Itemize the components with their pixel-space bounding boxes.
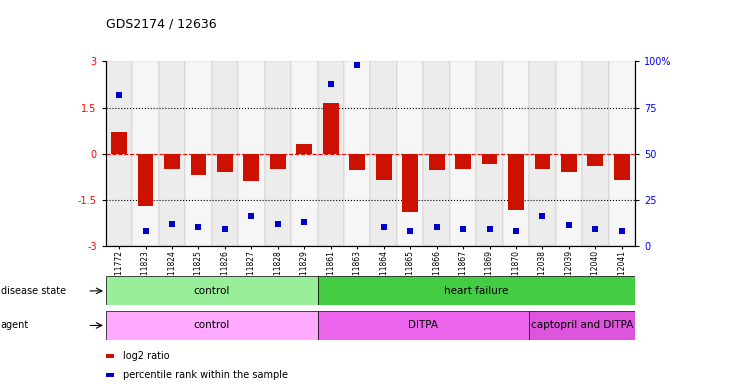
Point [193,224,204,230]
Point [113,91,125,98]
Bar [323,103,339,154]
Bar [534,154,550,169]
Bar [217,154,233,172]
Bar [614,154,630,180]
Bar [318,61,344,246]
Point [431,224,442,230]
Bar [609,61,635,246]
Bar [132,61,159,246]
Bar [371,61,397,246]
Text: heart failure: heart failure [444,286,509,296]
Point [351,62,363,68]
Text: control: control [193,286,230,296]
Point [404,228,416,234]
Bar [402,154,418,212]
Bar [137,154,153,206]
Text: control: control [193,320,230,331]
Bar [482,154,498,164]
Bar [318,276,635,305]
Point [537,213,548,219]
Point [457,226,469,232]
Bar [529,311,635,340]
Bar [185,61,212,246]
Bar [397,61,423,246]
Point [563,222,575,228]
Bar [561,154,577,172]
Point [245,213,257,219]
Text: DITPA: DITPA [408,320,439,331]
Text: percentile rank within the sample: percentile rank within the sample [123,370,288,380]
Point [510,228,522,234]
Bar [450,61,476,246]
Bar [344,61,370,246]
Bar [191,154,207,175]
Bar [212,61,238,246]
Point [378,224,390,230]
Bar [556,61,583,246]
Bar [264,61,291,246]
Point [299,219,310,225]
Bar [423,61,450,246]
Bar [111,132,127,154]
Bar [503,61,529,246]
Bar [106,61,132,246]
Bar [106,276,318,305]
Bar [429,154,445,170]
Bar [529,61,556,246]
Bar [456,154,471,169]
Point [219,226,231,232]
Bar [583,61,609,246]
Point [166,220,178,227]
Bar [164,154,180,169]
Text: log2 ratio: log2 ratio [123,351,170,361]
Bar [270,154,286,169]
Bar [296,144,312,154]
Point [272,220,284,227]
Bar [588,154,603,166]
Bar [159,61,185,246]
Point [616,228,628,234]
Bar [376,154,392,180]
Bar [508,154,524,210]
Text: disease state: disease state [1,286,66,296]
Bar [244,154,259,181]
Text: GDS2174 / 12636: GDS2174 / 12636 [106,17,217,30]
Bar [238,61,264,246]
Bar [106,311,318,340]
Text: agent: agent [1,320,29,331]
Bar [291,61,318,246]
Point [325,81,337,87]
Bar [350,154,365,170]
Bar [477,61,503,246]
Point [484,226,496,232]
Point [590,226,602,232]
Bar [318,311,529,340]
Point [139,228,151,234]
Text: captopril and DITPA: captopril and DITPA [531,320,634,331]
